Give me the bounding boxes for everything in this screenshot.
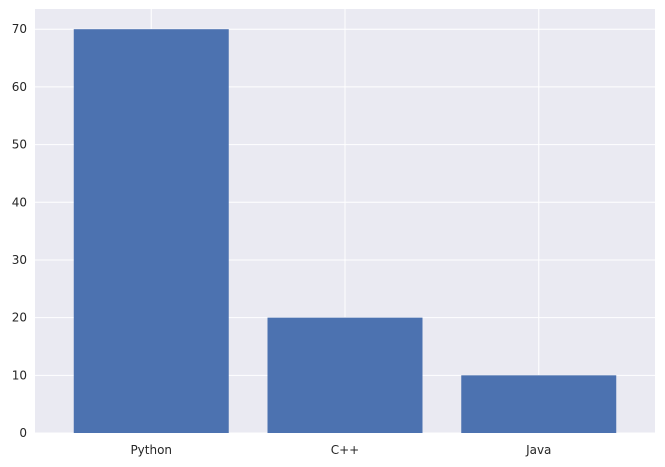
y-tick-label: 40 bbox=[12, 195, 27, 209]
x-tick-label: C++ bbox=[331, 443, 360, 457]
y-tick-label: 10 bbox=[12, 368, 27, 382]
y-tick-label: 70 bbox=[12, 22, 27, 36]
bar-python bbox=[73, 29, 229, 433]
bar-c bbox=[267, 317, 423, 433]
bars bbox=[73, 29, 617, 433]
x-axis-ticks: Python C++ Java bbox=[130, 443, 551, 457]
x-tick-label: Java bbox=[525, 443, 551, 457]
y-tick-label: 60 bbox=[12, 80, 27, 94]
y-tick-label: 30 bbox=[12, 253, 27, 267]
y-tick-label: 20 bbox=[12, 311, 27, 325]
y-tick-label: 50 bbox=[12, 138, 27, 152]
y-axis-ticks: 0 10 20 30 40 50 60 70 bbox=[12, 22, 27, 440]
y-tick-label: 0 bbox=[19, 426, 27, 440]
bar-java bbox=[461, 375, 617, 433]
x-tick-label: Python bbox=[130, 443, 172, 457]
